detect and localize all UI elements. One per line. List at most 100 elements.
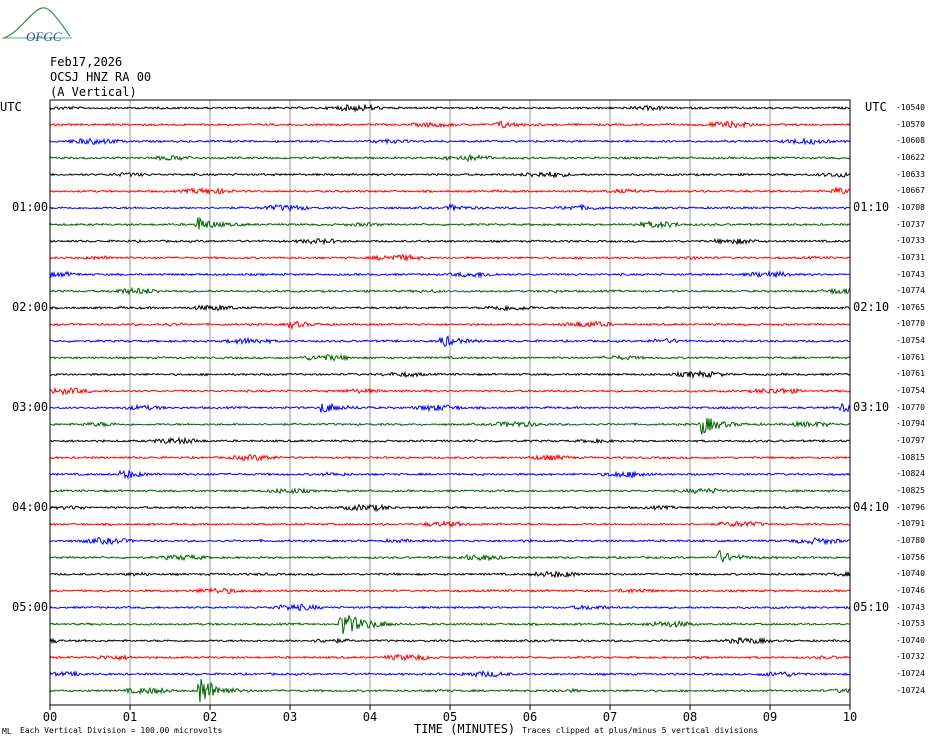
x-tick-label: 02	[203, 710, 217, 724]
trace-line	[49, 253, 851, 263]
minute-grid	[49, 100, 851, 705]
trace-line	[49, 270, 851, 279]
trace-line	[49, 386, 851, 396]
trace-line	[49, 453, 851, 462]
station-label: OCSJ HNZ RA 00	[50, 70, 152, 84]
trace-value-label: -10732	[896, 652, 925, 662]
trace-value-label: -10794	[896, 419, 925, 429]
trace-value-label: -10740	[896, 635, 925, 645]
trace-line	[49, 171, 851, 179]
left-utc-label: UTC	[0, 100, 22, 114]
trace-value-label: -10608	[896, 136, 925, 146]
trace-value-label: -10791	[896, 519, 925, 529]
trace-value-label: -10754	[896, 336, 925, 346]
date-label: Feb17,2026	[50, 55, 123, 69]
trace-line	[49, 669, 851, 678]
left-hour-label: 03:00	[12, 399, 49, 414]
trace-line	[49, 653, 851, 662]
seismic-traces	[49, 103, 851, 703]
trace-line	[49, 436, 851, 445]
trace-value-label: -10796	[896, 502, 925, 512]
trace-value-label: -10740	[896, 569, 925, 579]
trace-value-label: -10824	[896, 469, 925, 479]
trace-value-label: -10622	[896, 152, 925, 162]
trace-value-label: -10754	[896, 386, 925, 396]
trace-value-label: -10774	[896, 286, 925, 296]
trace-line	[49, 137, 851, 146]
trace-value-label: -10633	[896, 169, 925, 179]
trace-line	[49, 369, 851, 379]
trace-line	[49, 469, 851, 480]
trace-line	[49, 678, 851, 703]
component-label: (A Vertical)	[50, 85, 137, 99]
trace-line	[49, 536, 851, 546]
trace-value-label: -10770	[896, 319, 925, 329]
right-hour-label: 04:10	[853, 499, 890, 514]
trace-value-label: -10761	[896, 352, 925, 362]
trace-value-label: -10765	[896, 302, 925, 312]
right-hour-label: 03:10	[853, 399, 890, 414]
trace-value-label: -10733	[896, 236, 925, 246]
x-tick-label: 05	[443, 710, 457, 724]
x-tick-label: 00	[43, 710, 57, 724]
x-tick-label: 01	[123, 710, 137, 724]
trace-line	[49, 503, 851, 513]
trace-value-label: -10770	[896, 402, 925, 412]
trace-value-label: -10743	[896, 269, 925, 279]
trace-value-label: -10737	[896, 219, 925, 229]
x-tick-label: 04	[363, 710, 377, 724]
trace-value-label: -10731	[896, 252, 925, 262]
trace-line	[49, 335, 850, 347]
trace-line	[49, 202, 851, 213]
left-hour-label: 05:00	[12, 599, 49, 614]
trace-value-label: -10724	[896, 669, 925, 679]
trace-line	[49, 603, 851, 612]
trace-line	[49, 353, 851, 362]
trace-line	[49, 103, 851, 113]
trace-line	[49, 286, 851, 296]
trace-line	[49, 615, 851, 634]
trace-value-label: -10708	[896, 202, 925, 212]
trace-line	[49, 570, 851, 579]
trace-line	[50, 417, 851, 435]
trace-line	[49, 549, 851, 563]
trace-line	[49, 216, 851, 230]
trace-value-label: -10724	[896, 685, 925, 695]
trace-value-label: -10780	[896, 535, 925, 545]
right-hour-label: 01:10	[853, 199, 890, 214]
x-tick-label: 03	[283, 710, 297, 724]
trace-value-label: -10753	[896, 619, 925, 629]
trace-value-label: -10743	[896, 602, 925, 612]
trace-line	[49, 237, 851, 246]
x-axis-label: TIME (MINUTES)	[414, 722, 516, 736]
trace-line	[49, 519, 851, 529]
left-hour-label: 01:00	[12, 199, 49, 214]
trace-line	[49, 119, 851, 129]
trace-value-label: -10746	[896, 585, 925, 595]
clip-note: Traces clipped at plus/minus 5 vertical …	[522, 726, 759, 735]
trace-value-label: -10815	[896, 452, 925, 462]
trace-line	[49, 587, 851, 595]
left-hour-label: 02:00	[12, 299, 49, 314]
trace-line	[49, 486, 851, 495]
trace-value-label: -10825	[896, 485, 925, 495]
trace-line	[49, 320, 851, 331]
trace-line	[49, 303, 851, 312]
trace-value-label: -10756	[896, 552, 925, 562]
x-axis-ticks: 00 01 02 03 04 05 06 07 08 09 10	[43, 705, 857, 724]
logo: OFGC	[2, 7, 72, 44]
trace-value-label: -10570	[896, 119, 925, 129]
trace-value-label: -10667	[896, 186, 925, 196]
left-hour-label: 04:00	[12, 499, 49, 514]
right-hour-label: 05:10	[853, 599, 890, 614]
trace-value-label: -10761	[896, 369, 925, 379]
right-utc-label: UTC	[865, 100, 887, 114]
x-tick-label: 09	[763, 710, 777, 724]
trace-line	[49, 636, 851, 645]
corner-mark: ML	[2, 727, 12, 736]
right-hour-label: 02:10	[853, 299, 890, 314]
scale-note: Each Vertical Division = 100.00 microvol…	[20, 726, 223, 735]
trace-line	[50, 402, 851, 413]
x-tick-label: 10	[843, 710, 857, 724]
